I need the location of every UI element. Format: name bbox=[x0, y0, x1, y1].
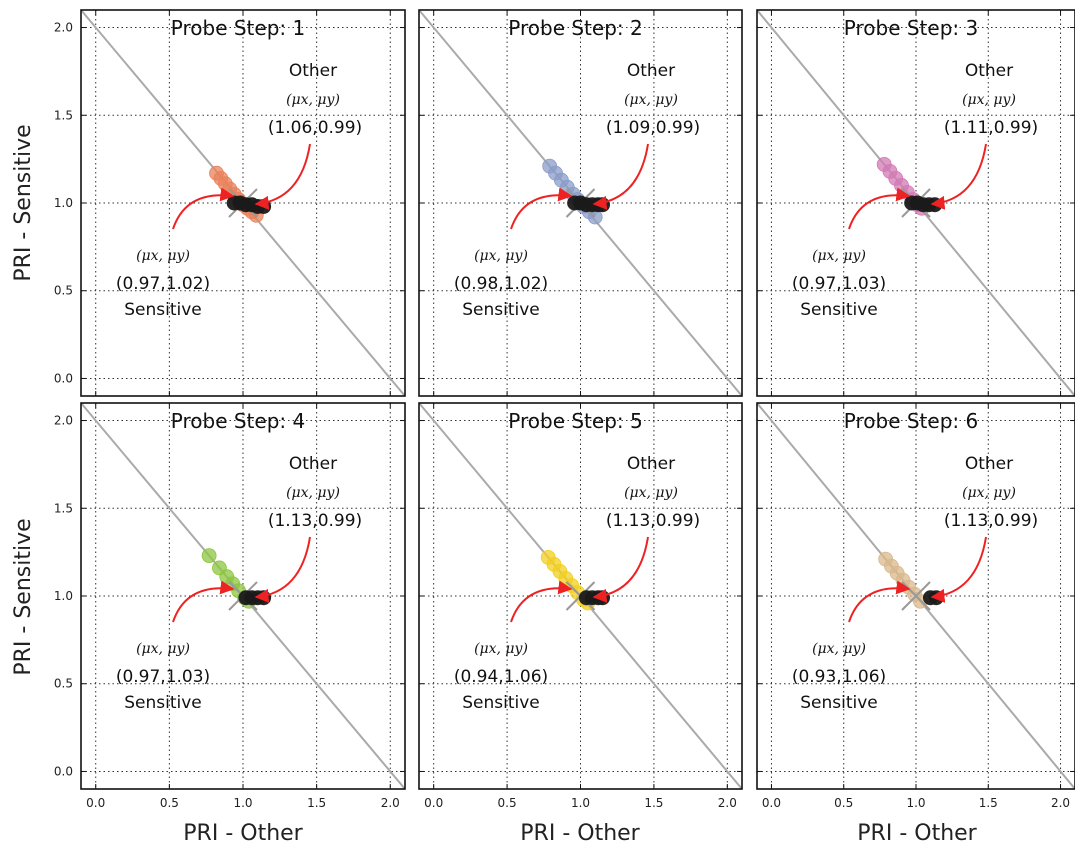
other-arrow bbox=[930, 143, 987, 210]
y-tick-label: 2.0 bbox=[54, 414, 73, 428]
sensitive-mean-value: (0.97,1.03) bbox=[116, 667, 210, 687]
panel-title: Probe Step: 1 bbox=[171, 16, 305, 40]
sensitive-mean-value: (0.97,1.02) bbox=[116, 274, 210, 294]
other-point bbox=[595, 590, 611, 606]
sensitive-arrow bbox=[510, 580, 573, 623]
sensitive-mean-symbol: (μx, μy) bbox=[474, 248, 528, 264]
other-label: Other bbox=[627, 454, 675, 474]
other-mean-symbol: (μx, μy) bbox=[286, 485, 340, 501]
sensitive-arrow bbox=[510, 187, 573, 230]
xlabel-2: PRI - Other bbox=[520, 821, 640, 843]
x-tick-label: 1.0 bbox=[571, 796, 590, 810]
other-label: Other bbox=[289, 454, 337, 474]
y-tick-label: 2.0 bbox=[54, 21, 73, 35]
x-tick-label: 0.0 bbox=[86, 796, 105, 810]
x-tick-label: 1.0 bbox=[906, 796, 925, 810]
other-mean-value: (1.09,0.99) bbox=[606, 118, 700, 138]
ylabel-bottom: PRI - Sensitive bbox=[11, 518, 36, 675]
x-tick-label: 0.0 bbox=[424, 796, 443, 810]
other-mean-value: (1.13,0.99) bbox=[606, 511, 700, 531]
sensitive-arrow bbox=[848, 187, 911, 230]
x-tick-label: 2.0 bbox=[1051, 796, 1070, 810]
sensitive-mean-value: (0.94,1.06) bbox=[454, 667, 548, 687]
sensitive-mean-value: (0.97,1.03) bbox=[792, 274, 886, 294]
panel-3: Probe Step: 3 Other (μx, μy) (1.11,0.99) (μx… bbox=[756, 9, 1075, 397]
x-tick-label: 0.5 bbox=[498, 796, 517, 810]
other-mean-value: (1.11,0.99) bbox=[944, 118, 1038, 138]
panel-5: 0.0 0.5 1.0 1.5 2.0 Probe Step: 5 Other (μx, μy… bbox=[418, 402, 743, 810]
other-arrow bbox=[254, 143, 311, 210]
x-tick-label: 1.5 bbox=[979, 796, 998, 810]
other-arrow bbox=[592, 536, 649, 603]
sensitive-arrow bbox=[848, 580, 911, 623]
panel-title: Probe Step: 5 bbox=[508, 409, 642, 433]
sensitive-point bbox=[201, 548, 217, 564]
y-tick-label: 0.5 bbox=[54, 677, 73, 691]
x-tick-label: 0.0 bbox=[762, 796, 781, 810]
sensitive-arrow bbox=[172, 580, 235, 623]
sensitive-label: Sensitive bbox=[800, 300, 878, 320]
other-label: Other bbox=[965, 61, 1013, 81]
sensitive-mean-value: (0.98,1.02) bbox=[454, 274, 548, 294]
other-arrow bbox=[254, 536, 311, 603]
sensitive-arrow bbox=[172, 187, 235, 230]
y-tick-label: 0.5 bbox=[54, 284, 73, 298]
other-mean-symbol: (μx, μy) bbox=[624, 485, 678, 501]
y-tick-label: 1.0 bbox=[54, 196, 73, 210]
panel-1: 0.0 0.5 1.0 1.5 2.0 Probe Step: 1 Other (μx, μy… bbox=[54, 9, 406, 397]
panel-title: Probe Step: 4 bbox=[171, 409, 305, 433]
panel-4: 0.0 0.0 0.5 0.5 1.0 1.0 1.5 1.5 2.0 2.0 Probe Step… bbox=[54, 402, 406, 810]
panel-title: Probe Step: 6 bbox=[844, 409, 978, 433]
other-arrow bbox=[930, 536, 987, 603]
other-label: Other bbox=[627, 61, 675, 81]
other-mean-symbol: (μx, μy) bbox=[286, 92, 340, 108]
other-mean-symbol: (μx, μy) bbox=[962, 92, 1016, 108]
x-tick-label: 1.5 bbox=[644, 796, 663, 810]
mean-cross bbox=[901, 581, 931, 611]
sensitive-label: Sensitive bbox=[124, 300, 202, 320]
panel-2: Probe Step: 2 Other (μx, μy) (1.09,0.99) (μx… bbox=[418, 9, 743, 397]
other-mean-symbol: (μx, μy) bbox=[624, 92, 678, 108]
y-tick-label: 0.0 bbox=[54, 764, 73, 778]
panel-title: Probe Step: 2 bbox=[508, 16, 642, 40]
sensitive-label: Sensitive bbox=[462, 300, 540, 320]
sensitive-mean-value: (0.93,1.06) bbox=[792, 667, 886, 687]
other-label: Other bbox=[289, 61, 337, 81]
sensitive-label: Sensitive bbox=[124, 693, 202, 713]
other-label: Other bbox=[965, 454, 1013, 474]
panel-title: Probe Step: 3 bbox=[844, 16, 978, 40]
other-point bbox=[927, 197, 943, 213]
xlabel-3: PRI - Other bbox=[857, 821, 977, 843]
y-tick-label: 1.5 bbox=[54, 108, 73, 122]
ylabel-top: PRI - Sensitive bbox=[11, 124, 36, 281]
other-mean-symbol: (μx, μy) bbox=[962, 485, 1016, 501]
plot-area bbox=[81, 403, 405, 789]
y-tick-label: 1.5 bbox=[54, 501, 73, 515]
x-tick-label: 0.5 bbox=[834, 796, 853, 810]
other-arrow bbox=[592, 143, 649, 210]
sensitive-label: Sensitive bbox=[800, 693, 878, 713]
sensitive-mean-symbol: (μx, μy) bbox=[136, 248, 190, 264]
y-tick-label: 1.0 bbox=[54, 589, 73, 603]
sensitive-mean-symbol: (μx, μy) bbox=[136, 641, 190, 657]
x-tick-label: 2.0 bbox=[381, 796, 400, 810]
sensitive-mean-symbol: (μx, μy) bbox=[812, 641, 866, 657]
x-tick-label: 0.5 bbox=[160, 796, 179, 810]
other-mean-value: (1.06,0.99) bbox=[268, 118, 362, 138]
x-tick-label: 1.5 bbox=[307, 796, 326, 810]
other-mean-value: (1.13,0.99) bbox=[268, 511, 362, 531]
other-mean-value: (1.13,0.99) bbox=[944, 511, 1038, 531]
other-point bbox=[928, 590, 944, 606]
sensitive-mean-symbol: (μx, μy) bbox=[812, 248, 866, 264]
y-tick-label: 0.0 bbox=[54, 371, 73, 385]
sensitive-label: Sensitive bbox=[462, 693, 540, 713]
sensitive-mean-symbol: (μx, μy) bbox=[474, 641, 528, 657]
x-tick-label: 1.0 bbox=[233, 796, 252, 810]
panel-6: 0.0 0.5 1.0 1.5 2.0 Probe Step: 6 Other (μx, μy… bbox=[756, 402, 1075, 810]
xlabel-1: PRI - Other bbox=[183, 821, 303, 843]
x-tick-label: 2.0 bbox=[718, 796, 737, 810]
other-point bbox=[595, 197, 611, 213]
